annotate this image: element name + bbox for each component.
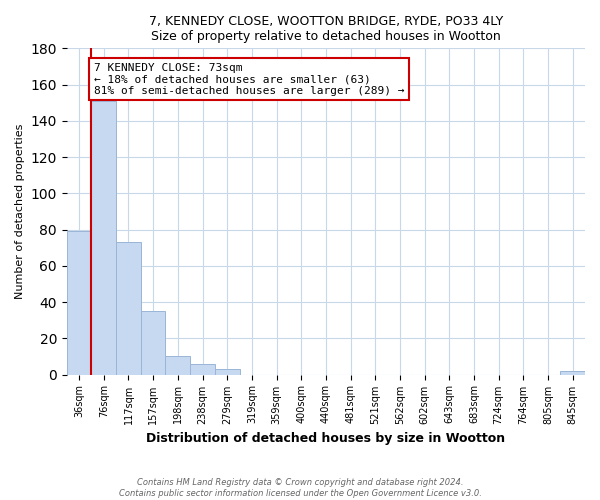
Text: 7 KENNEDY CLOSE: 73sqm
← 18% of detached houses are smaller (63)
81% of semi-det: 7 KENNEDY CLOSE: 73sqm ← 18% of detached… xyxy=(94,63,404,96)
X-axis label: Distribution of detached houses by size in Wootton: Distribution of detached houses by size … xyxy=(146,432,505,445)
Title: 7, KENNEDY CLOSE, WOOTTON BRIDGE, RYDE, PO33 4LY
Size of property relative to de: 7, KENNEDY CLOSE, WOOTTON BRIDGE, RYDE, … xyxy=(149,15,503,43)
Bar xyxy=(215,369,239,374)
Bar xyxy=(190,364,215,374)
Bar xyxy=(560,371,585,374)
Text: Contains HM Land Registry data © Crown copyright and database right 2024.
Contai: Contains HM Land Registry data © Crown c… xyxy=(119,478,481,498)
Bar xyxy=(91,101,116,374)
Bar xyxy=(67,232,91,374)
Y-axis label: Number of detached properties: Number of detached properties xyxy=(15,124,25,299)
Bar xyxy=(141,311,166,374)
Bar xyxy=(166,356,190,374)
Bar xyxy=(116,242,141,374)
